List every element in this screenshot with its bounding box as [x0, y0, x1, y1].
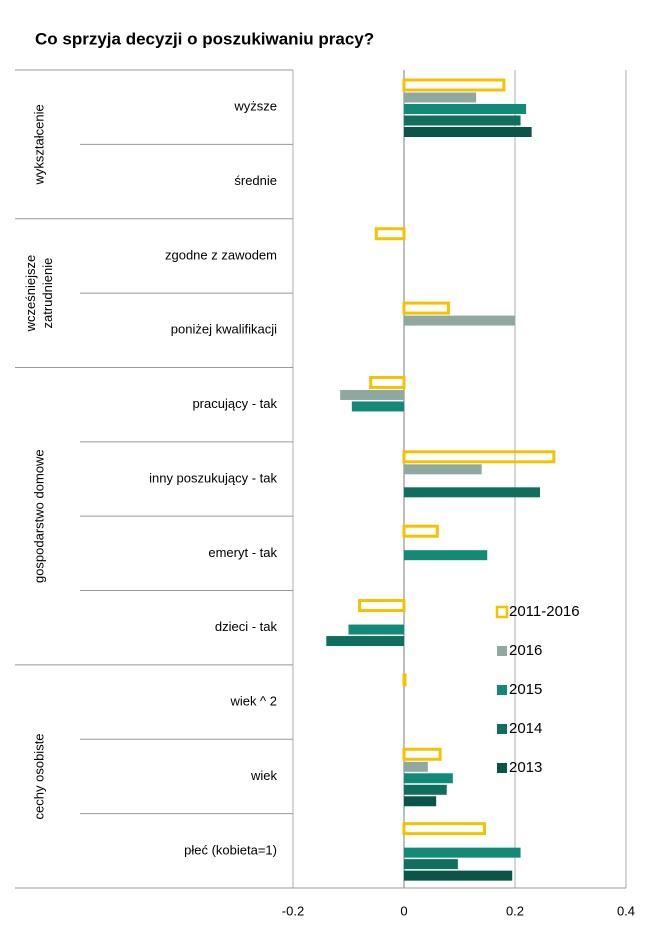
bar — [369, 375, 406, 389]
bar — [402, 822, 486, 836]
bar — [404, 92, 477, 103]
bar — [402, 524, 439, 538]
group-label: wykształcenie — [31, 104, 46, 185]
category-label: pracujący - tak — [192, 396, 277, 411]
bar — [404, 761, 428, 772]
legend-label: 2011-2016 — [509, 603, 580, 620]
bar — [404, 784, 447, 795]
legend-swatch — [495, 605, 509, 619]
bar — [348, 624, 404, 635]
bar — [351, 401, 404, 412]
group-label: zatrudnienie — [40, 258, 55, 329]
bar — [404, 847, 521, 858]
bar — [402, 747, 442, 761]
group-label: wcześniejsze — [23, 255, 38, 333]
legend-label: 2013 — [509, 759, 542, 776]
category-label: dzieci - tak — [215, 619, 278, 634]
bar — [404, 550, 488, 561]
category-label: poniżej kwalifikacji — [171, 322, 277, 337]
bar — [340, 389, 404, 400]
bar — [404, 773, 453, 784]
bar — [402, 450, 556, 464]
legend-swatch — [497, 724, 507, 734]
x-tick-label: 0 — [400, 903, 407, 918]
bar — [404, 487, 540, 498]
category-label: średnie — [234, 173, 277, 188]
bar — [326, 636, 404, 647]
legend-label: 2015 — [509, 681, 542, 698]
category-label: wiek ^ 2 — [229, 694, 277, 709]
bar — [402, 673, 407, 687]
category-label: płeć (kobieta=1) — [184, 842, 277, 857]
category-label: zgodne z zawodem — [165, 247, 277, 262]
group-label: cechy osobiste — [31, 733, 46, 819]
legend-swatch — [497, 646, 507, 656]
legend-label: 2014 — [509, 720, 542, 737]
bar — [404, 127, 532, 137]
bar — [404, 796, 437, 807]
bar — [404, 115, 521, 126]
legend-swatch — [497, 763, 507, 773]
x-tick-label: 0.2 — [506, 903, 524, 918]
bar — [404, 870, 513, 881]
category-label: emeryt - tak — [208, 545, 277, 560]
bar — [404, 464, 482, 475]
bar — [358, 599, 406, 613]
chart-title: Co sprzyja decyzji o poszukiwaniu pracy? — [35, 29, 374, 48]
legend-swatch — [497, 685, 507, 695]
group-label: gospodarstwo domowe — [31, 449, 46, 583]
category-label: wyższe — [233, 99, 277, 114]
bar — [374, 227, 406, 241]
category-label: inny poszukujący - tak — [149, 470, 277, 485]
bar — [402, 301, 450, 315]
category-label: wiek — [250, 768, 278, 783]
legend-label: 2016 — [509, 642, 542, 659]
bar — [404, 315, 515, 326]
bar — [402, 78, 506, 92]
bar — [404, 104, 527, 114]
x-tick-label: 0.4 — [617, 903, 635, 918]
bar — [404, 859, 458, 870]
x-tick-label: -0.2 — [282, 903, 304, 918]
